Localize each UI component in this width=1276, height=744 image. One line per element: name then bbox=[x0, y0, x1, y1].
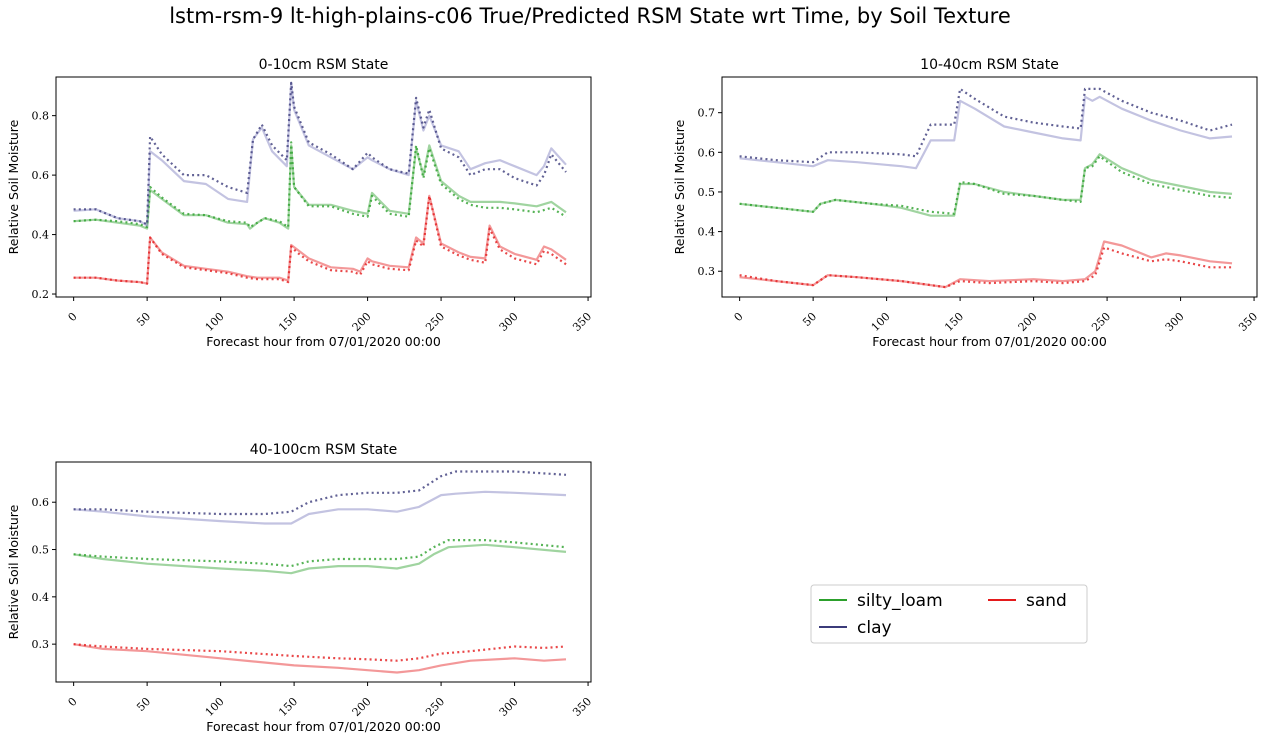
x-tick-label: 250 bbox=[1089, 310, 1113, 334]
x-tick-label: 350 bbox=[570, 695, 594, 719]
series-line-silty_loam-predicted bbox=[73, 538, 567, 568]
y-tick-label: 0.4 bbox=[698, 226, 716, 239]
x-tick-label: 200 bbox=[350, 310, 374, 334]
chart-panel-10-40cm: 0 50 100 150 200 250 300 350 0.3 0.4 0.5 0.6 0.7 10-4… bbox=[672, 57, 1260, 349]
legend-label: sand bbox=[1026, 591, 1067, 611]
y-tick-label: 0.5 bbox=[698, 186, 716, 199]
chart-title: 40-100cm RSM State bbox=[250, 442, 398, 458]
y-axis-label: Relative Soil Moisture bbox=[672, 119, 687, 254]
figure-title: lstm-rsm-9 lt-high-plains-c06 True/Predi… bbox=[169, 4, 1011, 28]
x-tick-label: 300 bbox=[497, 695, 521, 719]
x-axis-label: Forecast hour from 07/01/2020 00:00 bbox=[206, 334, 441, 349]
chart-title: 0-10cm RSM State bbox=[259, 57, 389, 73]
legend-frame bbox=[810, 584, 1088, 644]
legend-label: silty_loam bbox=[857, 591, 943, 611]
series-line-clay-predicted bbox=[73, 470, 567, 516]
y-tick-label: 0.8 bbox=[32, 110, 50, 123]
x-tick-label: 300 bbox=[497, 310, 521, 334]
series-line-sand-true bbox=[73, 194, 567, 285]
series-lines bbox=[73, 470, 567, 674]
series-line-clay-true bbox=[73, 490, 567, 525]
x-tick-label: 350 bbox=[570, 310, 594, 334]
chart-panel-40-100cm: 0 50 100 150 200 250 300 350 0.3 0.4 0.5 0.6 40-100c… bbox=[6, 442, 594, 734]
legend: silty_loam sand clay bbox=[810, 584, 1088, 644]
series-line-sand-predicted bbox=[73, 643, 567, 662]
axes-frame bbox=[55, 461, 592, 683]
y-tick-label: 0.6 bbox=[32, 496, 50, 509]
series-line-sand-predicted bbox=[73, 194, 567, 285]
axes-frame bbox=[55, 76, 592, 298]
x-tick-label: 100 bbox=[869, 310, 893, 334]
series-lines bbox=[739, 87, 1233, 289]
x-tick-label: 200 bbox=[350, 695, 374, 719]
x-tick-label: 150 bbox=[942, 310, 966, 334]
x-tick-label: 0 bbox=[66, 695, 80, 709]
x-tick-label: 0 bbox=[66, 310, 80, 324]
x-tick-label: 200 bbox=[1016, 310, 1040, 334]
y-tick-label: 0.6 bbox=[32, 169, 50, 182]
x-tick-label: 150 bbox=[276, 310, 300, 334]
y-tick-label: 0.4 bbox=[32, 229, 50, 242]
legend-item-sand: sand bbox=[988, 591, 1067, 611]
series-lines bbox=[73, 81, 567, 285]
y-axis-label: Relative Soil Moisture bbox=[6, 119, 21, 254]
chart-title: 10-40cm RSM State bbox=[920, 57, 1059, 73]
x-tick-label: 250 bbox=[423, 310, 447, 334]
x-tick-label: 100 bbox=[203, 695, 227, 719]
x-tick-label: 50 bbox=[134, 310, 153, 329]
x-tick-label: 350 bbox=[1236, 310, 1260, 334]
y-tick-label: 0.3 bbox=[32, 638, 50, 651]
y-tick-label: 0.3 bbox=[698, 265, 716, 278]
x-axis-label: Forecast hour from 07/01/2020 00:00 bbox=[872, 334, 1107, 349]
y-tick-label: 0.4 bbox=[32, 591, 50, 604]
series-line-clay-true bbox=[73, 81, 567, 227]
legend-item-clay: clay bbox=[819, 618, 892, 638]
y-tick-label: 0.7 bbox=[698, 107, 716, 120]
legend-item-silty_loam: silty_loam bbox=[819, 591, 943, 611]
y-tick-label: 0.2 bbox=[32, 288, 50, 301]
series-line-clay-predicted bbox=[739, 87, 1233, 164]
x-tick-label: 0 bbox=[732, 310, 746, 324]
x-tick-label: 300 bbox=[1163, 310, 1187, 334]
x-tick-label: 100 bbox=[203, 310, 227, 334]
y-tick-label: 0.6 bbox=[698, 146, 716, 159]
series-line-clay-predicted bbox=[73, 81, 567, 226]
series-line-sand-true bbox=[73, 643, 567, 674]
y-axis-label: Relative Soil Moisture bbox=[6, 504, 21, 639]
series-line-silty_loam-predicted bbox=[73, 141, 567, 229]
x-tick-label: 150 bbox=[276, 695, 300, 719]
series-line-silty_loam-true bbox=[73, 543, 567, 575]
legend-label: clay bbox=[857, 618, 892, 638]
x-tick-label: 50 bbox=[800, 310, 819, 329]
y-tick-label: 0.5 bbox=[32, 544, 50, 557]
x-tick-label: 250 bbox=[423, 695, 447, 719]
axes-frame bbox=[721, 76, 1258, 298]
chart-panel-0-10cm: 0 50 100 150 200 250 300 350 0.2 0.4 0.6 0.8 0-10cm … bbox=[6, 57, 594, 349]
series-line-sand-true bbox=[739, 240, 1233, 289]
series-line-clay-true bbox=[739, 95, 1233, 170]
x-axis-label: Forecast hour from 07/01/2020 00:00 bbox=[206, 719, 441, 734]
series-line-silty_loam-predicted bbox=[739, 155, 1233, 215]
x-tick-label: 50 bbox=[134, 695, 153, 714]
